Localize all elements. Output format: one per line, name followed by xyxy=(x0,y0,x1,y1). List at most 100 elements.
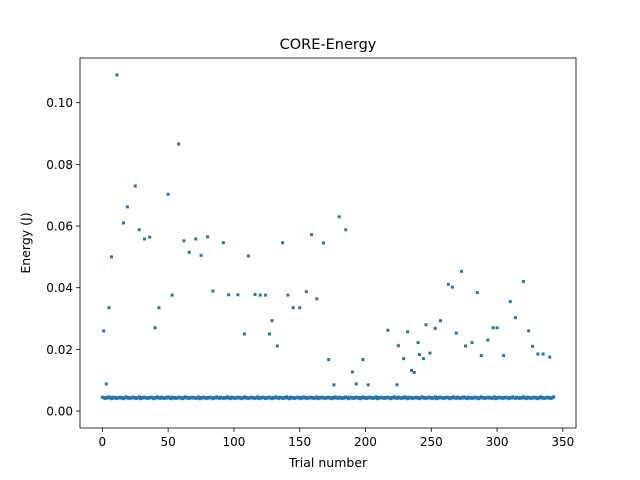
data-point xyxy=(104,382,108,386)
data-point xyxy=(460,269,464,273)
data-point xyxy=(410,368,414,372)
data-point xyxy=(402,357,406,361)
data-point xyxy=(463,344,467,348)
y-axis-label: Energy (J) xyxy=(18,212,33,273)
data-point xyxy=(107,306,111,310)
data-point xyxy=(153,326,157,330)
data-point xyxy=(412,371,416,374)
data-point xyxy=(327,358,331,362)
data-point xyxy=(310,233,314,237)
data-point xyxy=(304,290,308,294)
data-point xyxy=(502,354,506,358)
x-tick-label: 150 xyxy=(288,435,311,449)
plot-area: 0 50 100 150 200 250 300 350 0.000.020.040.060.… xyxy=(46,57,577,449)
data-point xyxy=(242,332,246,336)
data-point xyxy=(337,215,341,219)
data-point xyxy=(270,319,274,323)
data-point xyxy=(227,293,231,297)
data-point xyxy=(148,235,152,239)
data-point xyxy=(406,330,410,334)
data-point xyxy=(548,355,552,359)
data-point xyxy=(344,228,348,232)
y-tick-label: 0.02 xyxy=(46,343,73,357)
axes-frame xyxy=(79,57,577,429)
data-point xyxy=(253,292,257,296)
x-tick-label: 200 xyxy=(354,435,377,449)
baseline-point xyxy=(228,397,232,401)
data-point xyxy=(438,319,442,323)
baseline-point xyxy=(256,395,260,399)
data-point xyxy=(221,241,225,245)
x-tick-label: 250 xyxy=(420,435,443,449)
data-point xyxy=(187,250,191,254)
data-point xyxy=(508,300,512,304)
data-point xyxy=(321,241,325,245)
data-point xyxy=(142,237,146,241)
data-point xyxy=(486,338,490,342)
baseline-point xyxy=(465,397,469,401)
data-point xyxy=(182,239,186,243)
baseline-point xyxy=(406,397,410,401)
data-point xyxy=(446,282,450,286)
baseline-point xyxy=(552,395,556,399)
data-point xyxy=(211,289,215,293)
y-tick-label: 0.10 xyxy=(46,96,73,110)
data-point xyxy=(194,237,198,241)
data-point xyxy=(386,328,390,332)
data-point xyxy=(433,326,437,330)
data-point xyxy=(350,370,354,374)
data-point xyxy=(157,306,161,310)
chart-title: CORE-Energy xyxy=(280,37,377,53)
x-tick-label: 50 xyxy=(161,435,176,449)
data-point xyxy=(527,329,531,333)
data-point xyxy=(424,323,428,327)
data-point xyxy=(281,241,285,245)
data-point xyxy=(133,184,137,188)
data-point xyxy=(495,326,499,330)
data-point xyxy=(536,352,540,356)
data-point xyxy=(416,341,420,345)
data-point xyxy=(354,382,358,386)
data-point xyxy=(137,228,141,232)
y-axis: 0.00 0.02 0.04 0.06 0.08 0.10 xyxy=(46,96,80,419)
data-point xyxy=(450,285,454,289)
baseline-point xyxy=(169,397,173,401)
data-point xyxy=(236,293,240,297)
data-point xyxy=(286,293,290,297)
data-point xyxy=(491,326,495,330)
y-tick-label: 0.04 xyxy=(46,281,73,295)
data-point xyxy=(291,306,295,310)
data-point xyxy=(479,354,483,358)
data-point xyxy=(541,352,545,356)
data-point xyxy=(125,205,129,209)
data-point xyxy=(396,344,400,348)
x-tick-label: 0 xyxy=(99,435,107,449)
baseline-point xyxy=(346,397,350,401)
data-point xyxy=(475,291,479,295)
data-point xyxy=(366,383,370,387)
data-point xyxy=(115,73,119,77)
data-point xyxy=(470,341,474,345)
data-point xyxy=(513,316,517,320)
data-point xyxy=(264,293,268,297)
baseline-point xyxy=(315,395,319,399)
data-point xyxy=(428,351,432,355)
x-tick-label: 350 xyxy=(551,435,574,449)
x-axis: 0 50 100 150 200 250 300 350 xyxy=(99,428,574,449)
data-point xyxy=(421,357,425,361)
x-tick-label: 300 xyxy=(486,435,509,449)
data-point xyxy=(454,331,458,335)
x-tick-label: 100 xyxy=(222,435,245,449)
data-point xyxy=(298,306,302,310)
data-point xyxy=(267,332,271,336)
baseline-point xyxy=(137,395,141,399)
data-point xyxy=(102,329,106,333)
baseline-point xyxy=(287,397,291,401)
data-point xyxy=(361,358,365,362)
data-point xyxy=(177,142,181,146)
x-axis-label: Trial number xyxy=(288,455,368,470)
data-points xyxy=(100,73,556,401)
data-point xyxy=(275,344,279,348)
